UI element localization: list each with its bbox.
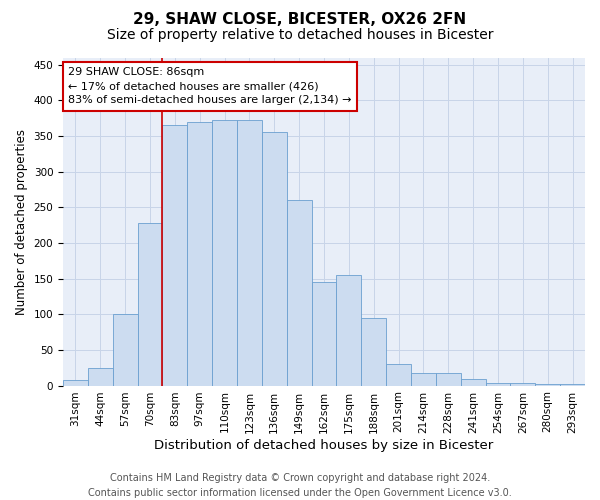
Bar [436, 372, 461, 386]
Bar [560, 384, 585, 386]
Bar [187, 122, 212, 386]
Bar [88, 368, 113, 386]
Y-axis label: Number of detached properties: Number of detached properties [15, 128, 28, 314]
X-axis label: Distribution of detached houses by size in Bicester: Distribution of detached houses by size … [154, 440, 494, 452]
Bar [137, 223, 163, 386]
Bar [212, 120, 237, 386]
Bar [386, 364, 411, 386]
Text: 29 SHAW CLOSE: 86sqm
← 17% of detached houses are smaller (426)
83% of semi-deta: 29 SHAW CLOSE: 86sqm ← 17% of detached h… [68, 68, 352, 106]
Bar [113, 314, 137, 386]
Bar [361, 318, 386, 386]
Bar [311, 282, 337, 386]
Bar [337, 275, 361, 386]
Bar [461, 379, 485, 386]
Bar [535, 384, 560, 386]
Bar [511, 382, 535, 386]
Text: 29, SHAW CLOSE, BICESTER, OX26 2FN: 29, SHAW CLOSE, BICESTER, OX26 2FN [133, 12, 467, 28]
Text: Contains HM Land Registry data © Crown copyright and database right 2024.
Contai: Contains HM Land Registry data © Crown c… [88, 472, 512, 498]
Bar [63, 380, 88, 386]
Bar [262, 132, 287, 386]
Text: Size of property relative to detached houses in Bicester: Size of property relative to detached ho… [107, 28, 493, 42]
Bar [163, 126, 187, 386]
Bar [287, 200, 311, 386]
Bar [237, 120, 262, 386]
Bar [485, 382, 511, 386]
Bar [411, 372, 436, 386]
